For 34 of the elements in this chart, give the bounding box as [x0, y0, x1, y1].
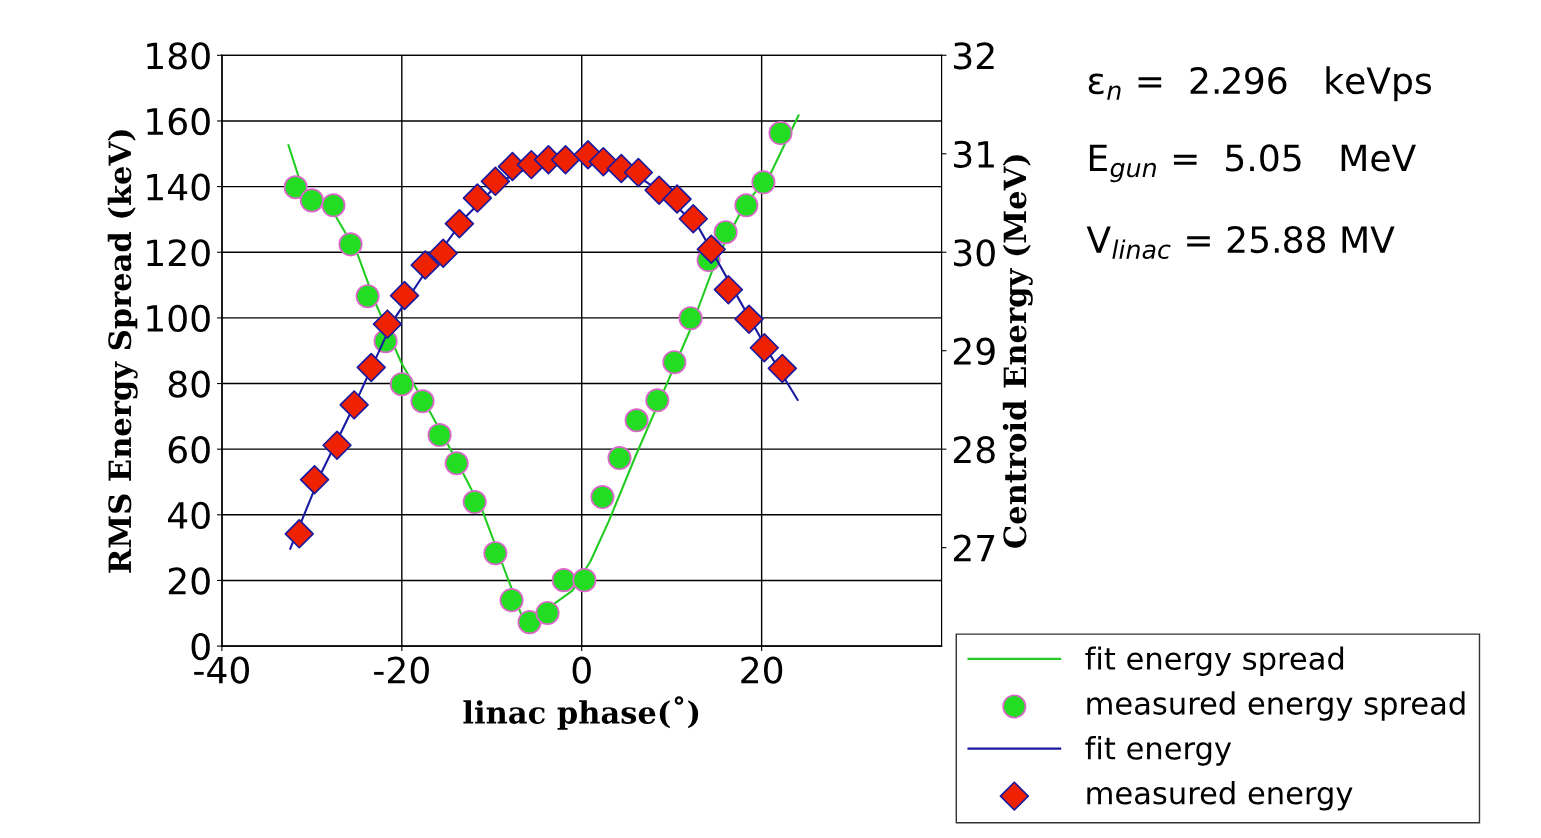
- text: V$_{linac}$ = 25.88 MV: [1086, 225, 1395, 259]
- x-tick-label: 20: [741, 656, 783, 684]
- y2-tick-label: 28: [953, 436, 995, 464]
- y2-tick-label: 31: [954, 140, 994, 169]
- point: [535, 600, 560, 625]
- y-tick-label: 80: [168, 370, 210, 398]
- x-tick-label: -20: [374, 656, 429, 684]
- y2-tick-label: 30: [954, 239, 995, 267]
- y-tick-label: 40: [168, 501, 210, 530]
- y-tick-label: 120: [147, 239, 210, 267]
- x-tick-label: 0: [572, 656, 591, 684]
- y-tick-label: 160: [147, 107, 210, 136]
- y-tick-label: 140: [147, 173, 210, 201]
- y2-tick-label: 29: [953, 337, 995, 365]
- point: [551, 568, 576, 593]
- text: E$_{gun}$ = 5.05 MeV: [1089, 144, 1416, 183]
- y2-tick-label: 32: [954, 42, 994, 70]
- legend-label: fit energy spread: [1085, 646, 1344, 676]
- legend-label: measured energy: [1087, 780, 1353, 811]
- y-tick-label: 180: [147, 42, 210, 70]
- point: [499, 588, 524, 613]
- point: [572, 568, 597, 593]
- y2-tick-label: 27: [953, 534, 995, 562]
- y-tick-label: 60: [168, 436, 210, 464]
- y-tick-label: 20: [168, 567, 210, 595]
- point: [768, 121, 793, 146]
- point: [517, 610, 542, 635]
- y-tick-label: 100: [147, 304, 210, 333]
- y-axis-title: RMS Energy Spread (keV): [107, 130, 138, 573]
- legend-label: fit energy: [1085, 736, 1232, 766]
- text: ε$_{n}$ = 2.296 keVps: [1088, 66, 1431, 102]
- x-axis-title: linac phase(˚): [463, 696, 699, 730]
- y2-axis-title: Centroid Energy (MeV): [1002, 155, 1033, 548]
- legend-label: measured energy spread: [1087, 691, 1465, 721]
